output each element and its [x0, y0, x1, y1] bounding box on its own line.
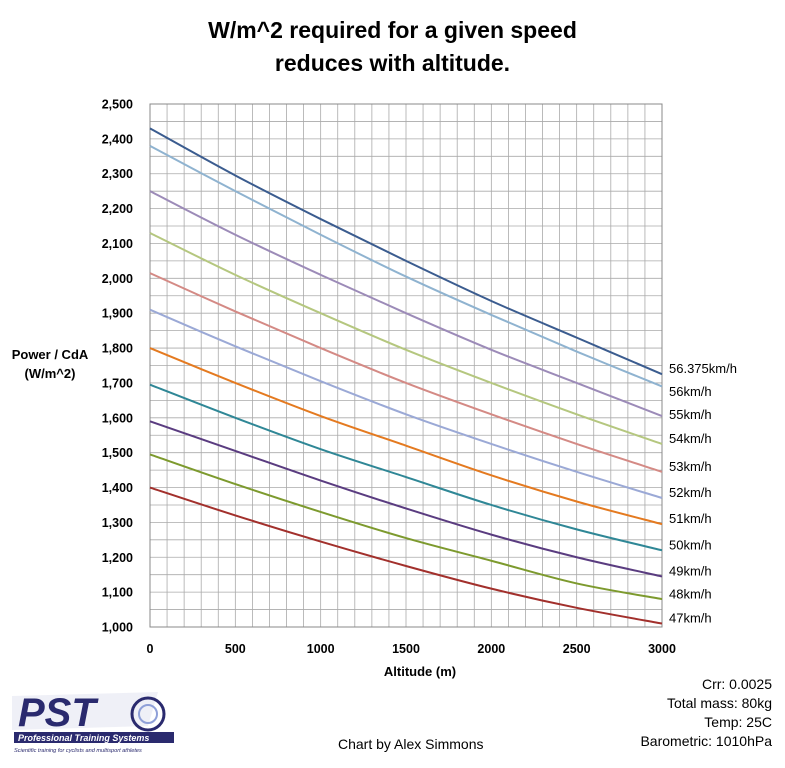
logo-letters: PST [18, 691, 99, 735]
series-label: 56.375km/h [669, 361, 737, 376]
y-tick-label: 1,900 [102, 307, 133, 321]
y-axis-label-line-1: Power / CdA [11, 347, 89, 362]
series-label: 48km/h [669, 586, 712, 601]
y-tick-label: 1,400 [102, 481, 133, 495]
x-tick-label: 0 [147, 642, 154, 656]
series-line [149, 272, 663, 473]
y-tick-label: 2,400 [102, 132, 133, 146]
series-line [149, 308, 663, 499]
y-tick-label: 2,200 [102, 202, 133, 216]
series-label: 47km/h [669, 611, 712, 626]
series-line [149, 347, 663, 526]
series-line [149, 144, 663, 388]
y-tick-label: 2,100 [102, 237, 133, 251]
series-line [149, 127, 663, 376]
y-tick-label: 1,200 [102, 551, 133, 565]
x-tick-label: 500 [225, 642, 246, 656]
param-crr: Crr: 0.0025 [701, 676, 772, 692]
y-tick-label: 1,300 [102, 516, 133, 530]
x-tick-label: 2500 [563, 642, 591, 656]
series-label: 54km/h [669, 431, 712, 446]
logo-name: Professional Training Systems [18, 733, 149, 743]
series-line [149, 486, 663, 625]
series-label: 56km/h [669, 384, 712, 399]
y-tick-label: 1,000 [102, 621, 133, 635]
chart-title-line-1: W/m^2 required for a given speed [208, 17, 577, 43]
y-axis-label: Power / CdA (W/m^2) [2, 345, 98, 383]
param-temp: Temp: 25C [704, 714, 772, 730]
y-tick-label: 1,600 [102, 411, 133, 425]
series-line [149, 383, 663, 552]
y-tick-label: 2,300 [102, 167, 133, 181]
series-label: 52km/h [669, 485, 712, 500]
pst-logo: PST Professional Training Systems Scient… [12, 691, 174, 754]
axes [149, 103, 663, 628]
x-tick-label: 1500 [392, 642, 420, 656]
series-lines [149, 127, 663, 625]
series-line [149, 453, 663, 601]
param-total-mass: Total mass: 80kg [666, 695, 772, 711]
tick-labels: 0 500 1000 1500 2000 2500 3000 1,000 1,100 1,200 1… [102, 98, 676, 657]
chart-title: W/m^2 required for a given speed reduces… [0, 14, 785, 80]
plot-area-border [149, 103, 663, 628]
y-axis-label-line-2: (W/m^2) [24, 366, 76, 381]
y-tick-label: 1,700 [102, 376, 133, 390]
x-tick-label: 3000 [648, 642, 676, 656]
series-label: 53km/h [669, 459, 712, 474]
series-line [149, 420, 663, 578]
logo-tagline: Scientific training for cyclists and mul… [14, 748, 142, 754]
param-barometric: Barometric: 1010hPa [640, 733, 772, 749]
y-tick-label: 1,100 [102, 586, 133, 600]
x-tick-label: 2000 [477, 642, 505, 656]
x-tick-label: 1000 [307, 642, 335, 656]
series-label: 55km/h [669, 407, 712, 422]
x-axis-label: Altitude (m) [383, 664, 457, 679]
series-label: 49km/h [669, 563, 712, 578]
y-tick-label: 1,800 [102, 342, 133, 356]
y-tick-label: 1,500 [102, 446, 133, 460]
chart-credit: Chart by Alex Simmons [338, 736, 484, 752]
grid-lines [149, 103, 663, 628]
series-line [149, 190, 663, 417]
y-tick-label: 2,500 [102, 98, 133, 112]
series-line [149, 232, 663, 445]
chart-title-line-2: reduces with altitude. [274, 50, 511, 76]
series-label: 51km/h [669, 511, 712, 526]
y-tick-label: 2,000 [102, 272, 133, 286]
model-parameters: Crr: 0.0025 Total mass: 80kg Temp: 25C B… [640, 675, 772, 751]
series-labels: 56.375km/h 56km/h 55km/h 54km/h 53km/h 52km/h… [669, 361, 737, 625]
series-label: 50km/h [669, 537, 712, 552]
